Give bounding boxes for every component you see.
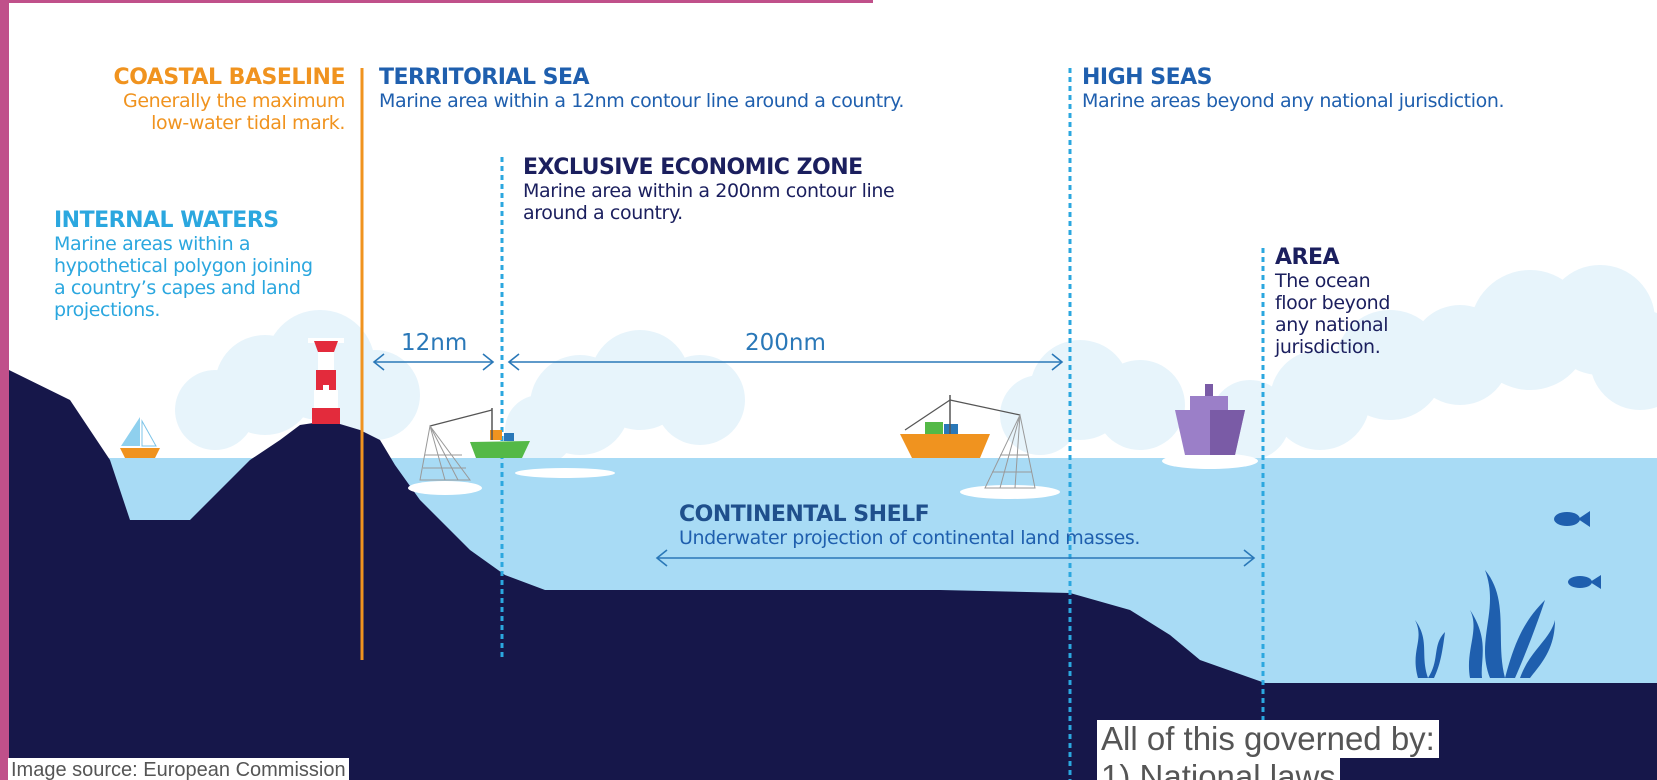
clouds <box>175 265 1657 465</box>
internal-waters-desc-line2: hypothetical polygon joining <box>54 255 313 277</box>
coastal-baseline-label: COASTAL BASELINE Generally the maximum l… <box>113 65 346 134</box>
distance-12nm-label: 12nm <box>401 330 468 356</box>
lighthouse-icon <box>308 338 344 424</box>
arrow-200nm <box>507 353 1064 371</box>
fishing-boat-icon <box>419 408 530 481</box>
internal-waters-title: INTERNAL WATERS <box>54 208 279 233</box>
internal-waters-label: INTERNAL WATERS Marine areas within a hy… <box>54 208 313 321</box>
area-desc-line3: any national <box>1275 314 1389 336</box>
area-label: AREA The ocean floor beyond any national… <box>1275 245 1390 358</box>
high-seas-title: HIGH SEAS <box>1082 65 1212 90</box>
sailboat-icon <box>120 417 160 458</box>
high-seas-label: HIGH SEAS Marine areas beyond any nation… <box>1082 65 1505 112</box>
frame-top-bar <box>0 0 873 3</box>
coastal-baseline-desc-line1: Generally the maximum <box>123 90 345 112</box>
territorial-sea-label: TERRITORIAL SEA Marine area within a 12n… <box>379 65 904 112</box>
area-title: AREA <box>1275 245 1340 270</box>
eez-desc-line2: around a country. <box>523 202 683 224</box>
eez-label: EXCLUSIVE ECONOMIC ZONE Marine area with… <box>523 155 895 224</box>
fishing-net-icon <box>419 424 471 481</box>
continental-shelf-desc: Underwater projection of continental lan… <box>679 527 1141 549</box>
trawler-icon <box>900 395 1036 489</box>
continental-shelf-title: CONTINENTAL SHELF <box>679 502 930 527</box>
internal-waters-desc-line1: Marine areas within a <box>54 233 251 255</box>
cargo-ship-icon <box>1175 384 1245 455</box>
foam-patches <box>408 453 1258 499</box>
arrow-12nm <box>372 353 495 371</box>
territorial-sea-desc: Marine area within a 12nm contour line a… <box>379 90 904 112</box>
arrow-continental-shelf <box>655 549 1256 567</box>
eez-desc-line1: Marine area within a 200nm contour line <box>523 180 895 202</box>
area-desc-line1: The ocean <box>1275 270 1371 292</box>
area-desc-line2: floor beyond <box>1275 292 1390 314</box>
frame-left-bar <box>0 0 9 780</box>
governed-by-item-1: 1) National laws <box>1097 758 1340 780</box>
governed-by-heading: All of this governed by: <box>1097 720 1439 758</box>
coastal-baseline-desc-line2: low-water tidal mark. <box>151 112 345 134</box>
seaweed-icon <box>1415 570 1555 678</box>
territorial-sea-title: TERRITORIAL SEA <box>379 65 590 90</box>
internal-waters-desc-line4: projections. <box>54 299 161 321</box>
coastal-baseline-title: COASTAL BASELINE <box>113 65 346 90</box>
fishing-net-icon <box>984 413 1036 489</box>
eez-title: EXCLUSIVE ECONOMIC ZONE <box>523 155 863 180</box>
area-desc-line4: jurisdiction. <box>1275 336 1381 358</box>
high-seas-desc: Marine areas beyond any national jurisdi… <box>1082 90 1505 112</box>
internal-waters-desc-line3: a country’s capes and land <box>54 277 301 299</box>
seabed-land <box>9 370 1657 780</box>
fish-icon <box>1554 511 1601 589</box>
image-source-caption: Image source: European Commission <box>8 758 349 780</box>
continental-shelf-label: CONTINENTAL SHELF Underwater projection … <box>679 502 1140 549</box>
distance-200nm-label: 200nm <box>745 330 826 356</box>
